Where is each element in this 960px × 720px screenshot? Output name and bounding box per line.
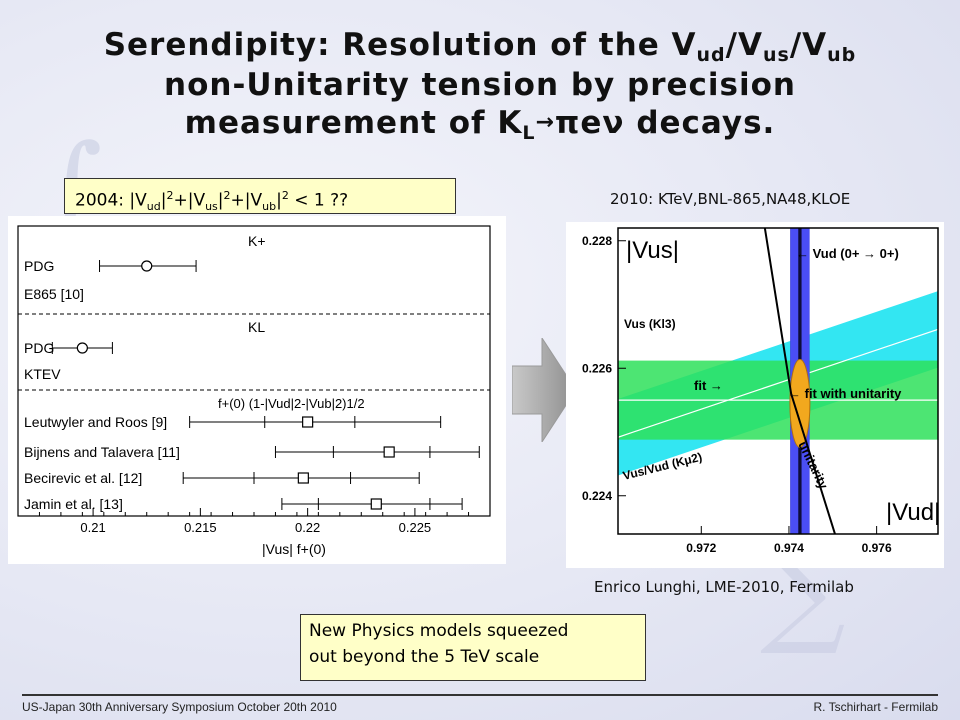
y-tick-label: 0.228 <box>582 234 612 248</box>
footer-right: R. Tschirhart - Fermilab <box>813 700 938 714</box>
new-physics-line-2: out beyond the 5 TeV scale <box>309 647 540 667</box>
footer-left: US-Japan 30th Anniversary Symposium Octo… <box>22 700 337 714</box>
chart-credit: Enrico Lunghi, LME-2010, Fermilab <box>594 578 854 596</box>
plot-frame <box>617 227 939 535</box>
annotation-vud: ← Vud (0+ → 0+) <box>796 246 899 261</box>
caption-2010: 2010: KTeV,BNL-865,NA48,KLOE <box>610 190 851 208</box>
data-point-circle <box>76 342 88 354</box>
annotation-fit: fit → <box>694 378 723 393</box>
slide-title: Serendipity: Resolution of the Vud/Vus/V… <box>40 26 920 152</box>
section-header-kplus: K+ <box>248 233 266 249</box>
vus-f0-chart: K+ KL f+(0) (1-|Vud|2-|Vub|2)1/2 PDG E865 [1… <box>17 225 491 557</box>
x-tick-label: 0.21 <box>80 520 105 535</box>
annotation-vus-kl3: Vus (Kl3) <box>624 317 676 331</box>
x-tick-label: 0.215 <box>184 520 217 535</box>
title-line-3: measurement of KL→πeν decays. <box>184 105 776 144</box>
title-line-2: non-Unitarity tension by precision <box>164 67 796 103</box>
data-point-square <box>297 472 309 484</box>
x-tick-label: 0.974 <box>774 541 804 555</box>
row-label: Leutwyler and Roos [9] <box>24 414 167 430</box>
x-axis-label: |Vud| <box>886 499 940 526</box>
x-tick-label: 0.22 <box>295 520 320 535</box>
left-chart-panel: K+ KL f+(0) (1-|Vud|2-|Vub|2)1/2 PDG E865 [1… <box>8 216 506 564</box>
plot-area <box>618 228 938 534</box>
annotation-fit-unitarity: ← fit with unitarity <box>788 386 902 401</box>
ratio-center-line <box>618 328 938 438</box>
section-header-kl: KL <box>248 319 265 335</box>
data-point-square <box>302 416 314 428</box>
row-label: PDG <box>24 340 54 356</box>
right-chart-panel: 0.228 0.226 0.224 0.972 0.974 0.976 |Vus| |Vud|… <box>566 222 944 568</box>
fit-ellipse <box>789 358 811 448</box>
row-label: KTEV <box>24 366 61 382</box>
x-tick-label: 0.972 <box>686 541 716 555</box>
footer-rule <box>22 694 938 696</box>
data-point-circle <box>141 260 153 272</box>
row-label: E865 [10] <box>24 286 84 302</box>
data-point-square <box>370 498 382 510</box>
x-tick-label: 0.976 <box>862 541 892 555</box>
right-arrow-icon <box>512 338 577 442</box>
box-2004-unitarity: 2004: |Vud|2+|Vus|2+|Vub|2 < 1 ?? <box>64 178 456 214</box>
vud-vus-chart: 0.228 0.226 0.224 0.972 0.974 0.976 |Vus| |Vud|… <box>582 227 940 555</box>
unitarity-curve <box>763 228 836 534</box>
row-label: Bijnens and Talavera [11] <box>24 444 180 460</box>
x-tick-label: 0.225 <box>399 520 432 535</box>
data-point-square <box>383 446 395 458</box>
x-axis-label: |Vus| f+(0) <box>262 541 326 557</box>
new-physics-line-1: New Physics models squeezed <box>309 621 569 641</box>
section-header-ff: f+(0) (1-|Vud|2-|Vub|2)1/2 <box>218 396 365 411</box>
y-tick-label: 0.224 <box>582 489 612 503</box>
y-tick-label: 0.226 <box>582 361 612 375</box>
arrow-symbol: → <box>535 110 555 135</box>
y-axis-label: |Vus| <box>626 237 679 264</box>
row-label: Jamin et al. [13] <box>24 496 123 512</box>
title-line-1: Serendipity: Resolution of the Vud/Vus/V… <box>103 27 857 66</box>
row-label: PDG <box>24 258 54 274</box>
row-label: Becirevic et al. [12] <box>24 470 142 486</box>
new-physics-box: New Physics models squeezed out beyond t… <box>300 614 646 681</box>
